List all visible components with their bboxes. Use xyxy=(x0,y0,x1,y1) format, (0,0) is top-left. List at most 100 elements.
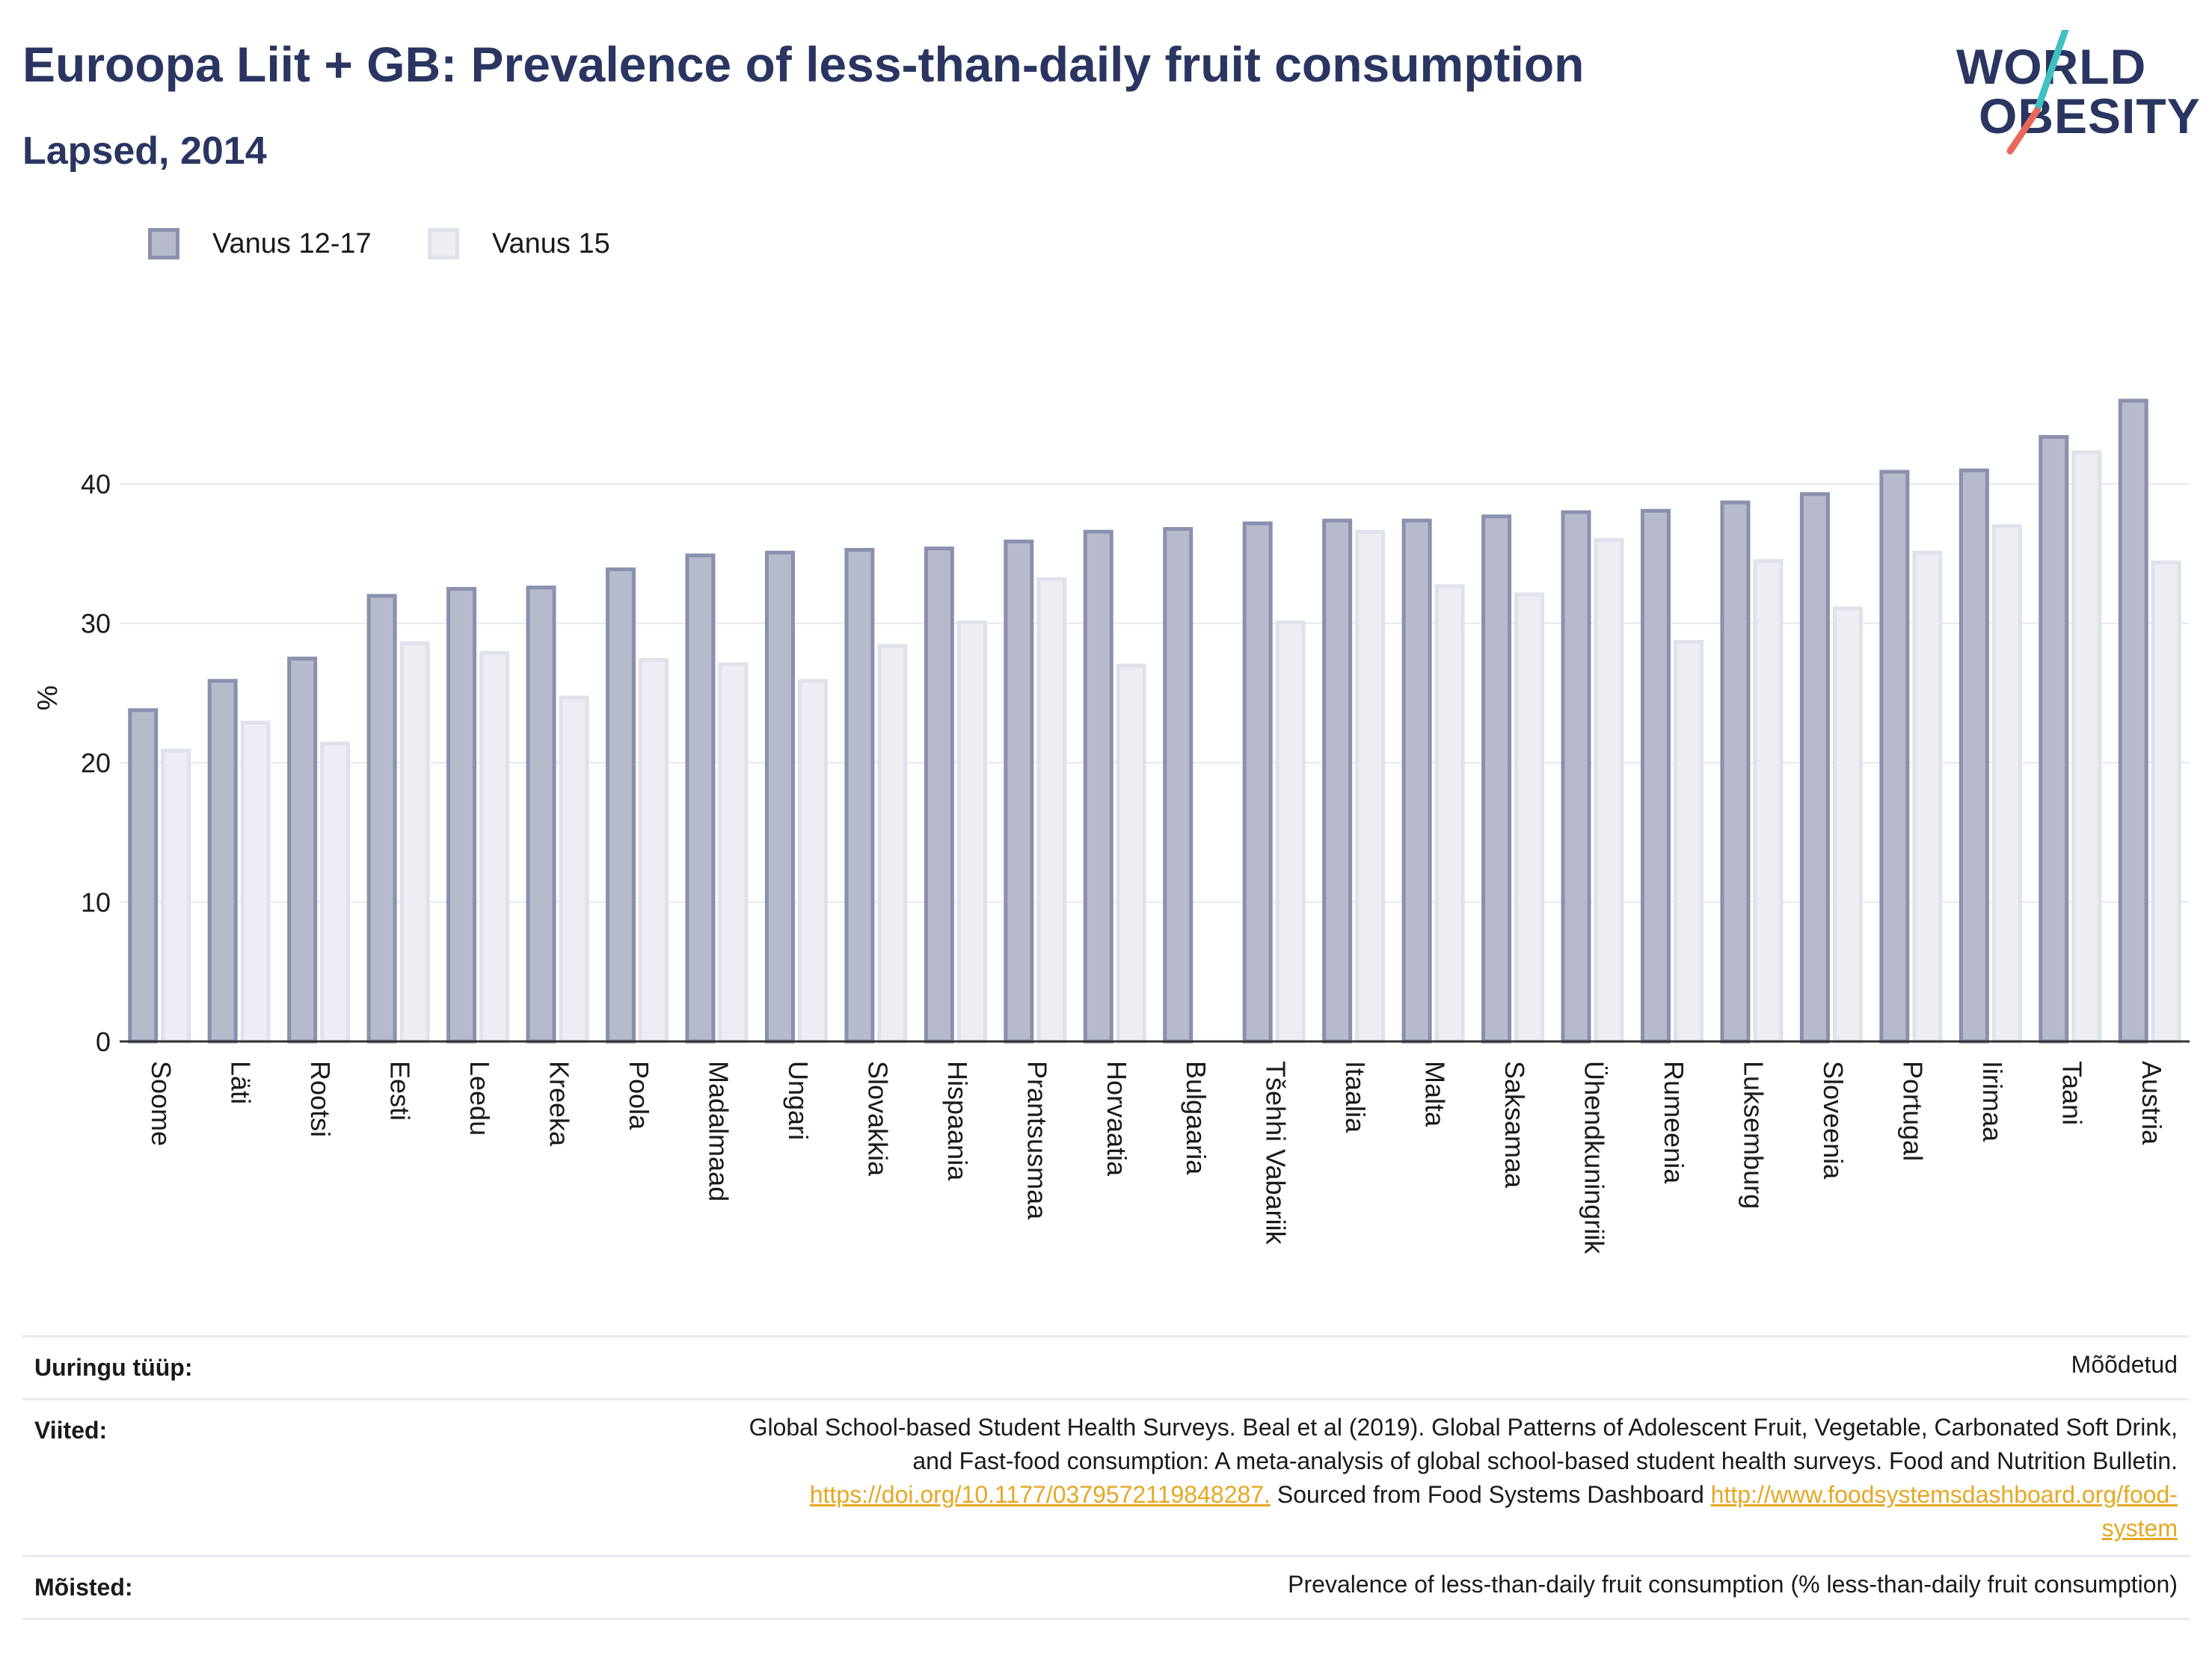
info-value-line: Global School-based Student Health Surve… xyxy=(749,1411,2178,1444)
info-key-definitions: Mõisted: xyxy=(34,1574,133,1601)
y-tick-label: 0 xyxy=(96,1026,111,1057)
bar-series-1 xyxy=(924,547,954,1044)
x-tick-label: Ühendkuningriik xyxy=(1579,1061,1610,1255)
bar-series-2 xyxy=(718,662,749,1044)
x-tick-label: Tšehhi Vabariik xyxy=(1261,1061,1291,1245)
x-tick-label: Luksemburg xyxy=(1738,1061,1769,1209)
x-tick-label: Poola xyxy=(624,1061,654,1130)
bar-series-1 xyxy=(1004,539,1034,1044)
x-tick-label: Prantsusmaa xyxy=(1021,1061,1052,1220)
bar-series-2 xyxy=(877,644,908,1044)
logo-slash-icon xyxy=(2006,30,2069,155)
info-value-line: https://doi.org/10.1177/0379572119848287… xyxy=(749,1478,2178,1512)
bar-series-1 xyxy=(1401,518,1432,1044)
y-tick-label: 20 xyxy=(81,748,111,778)
info-value-survey-type: Mõõdetud xyxy=(2071,1348,2178,1382)
reference-link[interactable]: system xyxy=(2101,1515,2178,1542)
bar-series-2 xyxy=(1594,538,1624,1044)
info-value-references: Global School-based Student Health Surve… xyxy=(749,1411,2178,1545)
info-text: and Fast-food consumption: A meta-analys… xyxy=(912,1447,2178,1474)
info-table: Uuringu tüüp: Mõõdetud Viited: Global Schoo… xyxy=(22,1335,2190,1620)
bar-series-1 xyxy=(366,594,397,1044)
bar-series-1 xyxy=(207,679,238,1044)
bar-series-1 xyxy=(1481,514,1512,1044)
info-value-line: and Fast-food consumption: A meta-analys… xyxy=(749,1444,2178,1478)
bar-series-1 xyxy=(844,547,875,1044)
legend-label-series-1: Vanus 12-17 xyxy=(212,227,372,259)
bar-series-2 xyxy=(240,721,271,1044)
x-tick-label: Horvaatia xyxy=(1102,1061,1132,1177)
bar-series-2 xyxy=(399,641,430,1044)
bar-series-2 xyxy=(559,695,589,1044)
x-tick-label: Madalmaad xyxy=(703,1061,734,1201)
info-key-survey-type: Uuringu tüüp: xyxy=(34,1354,193,1381)
bar-series-2 xyxy=(2151,560,2181,1044)
bar-series-1 xyxy=(128,708,159,1044)
x-tick-label: Iirimaa xyxy=(1977,1061,2008,1142)
bar-series-1 xyxy=(2039,434,2069,1044)
info-row: Viited: Global School-based Student Healt… xyxy=(22,1398,2190,1555)
info-row: Mõisted: Prevalence of less-than-daily fr… xyxy=(22,1555,2190,1618)
bar-series-2 xyxy=(1912,550,1943,1044)
info-text: Global School-based Student Health Surve… xyxy=(749,1414,2178,1441)
bar-series-2 xyxy=(161,748,191,1044)
legend-swatch-series-2 xyxy=(428,228,459,259)
reference-link[interactable]: http://www.foodsystemsdashboard.org/food… xyxy=(1710,1481,2178,1508)
bar-series-1 xyxy=(1879,470,1910,1044)
bar-series-1 xyxy=(1322,518,1353,1044)
bar-series-1 xyxy=(1720,500,1751,1044)
bar-series-2 xyxy=(1832,606,1863,1044)
legend-item-series-2[interactable]: Vanus 15 xyxy=(428,221,610,266)
bar-series-2 xyxy=(1036,577,1067,1044)
y-tick-label: 40 xyxy=(81,469,111,499)
y-tick-label: 30 xyxy=(81,609,111,639)
y-axis-label: % xyxy=(32,686,64,711)
bar-series-2 xyxy=(320,742,351,1044)
x-tick-label: Eesti xyxy=(385,1061,416,1121)
info-row: Uuringu tüüp: Mõõdetud xyxy=(22,1335,2190,1398)
bar-series-2 xyxy=(479,650,510,1044)
bar-series-1 xyxy=(1083,529,1113,1044)
bar-series-1 xyxy=(1641,508,1671,1044)
bar-series-1 xyxy=(2118,398,2148,1044)
bar-series-1 xyxy=(764,550,795,1044)
info-value-line: Mõõdetud xyxy=(2071,1348,2178,1382)
bar-series-2 xyxy=(1355,529,1386,1044)
bar-series-2 xyxy=(1753,558,1784,1044)
x-tick-label: Austria xyxy=(2136,1061,2167,1145)
legend-item-series-1[interactable]: Vanus 12-17 xyxy=(148,221,372,266)
logo-line-2: OBESITY xyxy=(1979,88,2201,144)
x-tick-label: Saksamaa xyxy=(1499,1061,1530,1189)
info-table-bottom-border xyxy=(22,1618,2190,1620)
bar-series-2 xyxy=(2071,450,2102,1044)
x-tick-label: Leedu xyxy=(464,1061,495,1136)
bar-series-2 xyxy=(1514,592,1545,1044)
x-tick-label: Portugal xyxy=(1897,1061,1928,1161)
reference-link[interactable]: https://doi.org/10.1177/0379572119848287… xyxy=(809,1481,1271,1508)
bar-series-2 xyxy=(1116,663,1146,1044)
bar-series-1 xyxy=(526,585,556,1044)
bar-series-1 xyxy=(287,656,318,1044)
bar-series-2 xyxy=(1674,639,1703,1044)
bar-series-1 xyxy=(1958,468,1989,1044)
x-tick-label: Rootsi xyxy=(305,1061,336,1137)
legend-swatch-series-1 xyxy=(148,228,179,259)
bar-series-1 xyxy=(1561,510,1591,1044)
bar-series-1 xyxy=(685,553,716,1044)
x-tick-label: Malta xyxy=(1420,1061,1451,1127)
info-value-line: system xyxy=(749,1512,2178,1545)
bar-series-1 xyxy=(1242,521,1273,1044)
x-tick-label: Slovakkia xyxy=(862,1061,893,1177)
x-tick-label: Hispaania xyxy=(942,1061,973,1181)
x-tick-label: Taani xyxy=(2056,1061,2087,1125)
bar-series-2 xyxy=(1434,584,1465,1044)
x-tick-label: Itaalia xyxy=(1340,1061,1371,1133)
x-tick-label: Rumeenia xyxy=(1659,1061,1689,1184)
bar-series-1 xyxy=(446,587,477,1044)
info-value-definitions: Prevalence of less-than-daily fruit cons… xyxy=(1288,1568,2178,1601)
bar-series-2 xyxy=(956,620,987,1044)
bar-series-2 xyxy=(639,658,669,1044)
bar-series-2 xyxy=(1275,620,1306,1044)
x-tick-label: Soome xyxy=(146,1061,176,1146)
info-text: Prevalence of less-than-daily fruit cons… xyxy=(1288,1571,2178,1598)
